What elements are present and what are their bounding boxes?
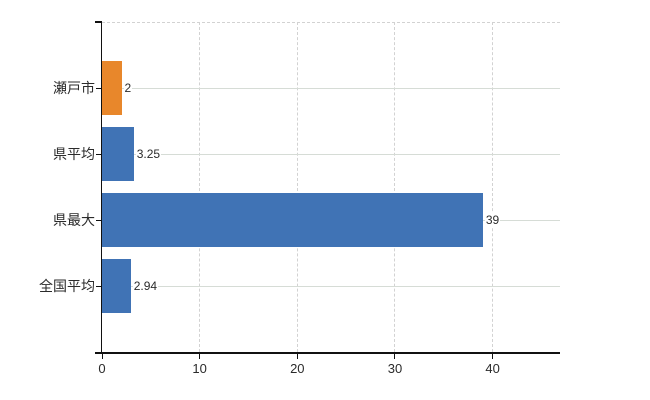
x-axis-tick [394,353,396,359]
vertical-gridline [296,22,298,352]
plot-top-border [102,22,560,23]
vertical-gridline [199,22,201,352]
category-label: 県平均 [53,146,95,162]
x-tick-label: 40 [485,361,500,376]
y-axis-tick [96,87,102,89]
value-label: 2 [123,80,133,96]
bar [102,61,122,115]
value-label: 39 [484,212,501,228]
x-axis-line [95,352,560,354]
category-label: 全国平均 [39,278,95,294]
y-axis-tick [96,219,102,221]
x-axis-tick [199,353,201,359]
x-tick-label: 10 [192,361,207,376]
horizontal-gridline [102,87,560,89]
vertical-gridline [394,22,396,352]
value-label: 3.25 [135,146,162,162]
x-axis-tick [101,353,103,359]
y-axis-tick [96,285,102,287]
y-axis-line [100,22,102,352]
x-axis-tick [296,353,298,359]
category-label: 瀬戸市 [53,80,95,96]
horizontal-gridline [102,285,560,287]
x-axis-tick [492,353,494,359]
x-tick-label: 0 [98,361,106,376]
y-axis-tick [96,153,102,155]
bar [102,193,483,247]
horizontal-gridline [102,153,560,155]
vertical-gridline [492,22,494,352]
category-label: 県最大 [53,212,95,228]
bar [102,127,134,181]
value-label: 2.94 [132,278,159,294]
x-tick-label: 30 [387,361,403,376]
y-axis-top-tick [95,21,102,23]
bar [102,259,131,313]
x-tick-label: 20 [290,361,305,376]
